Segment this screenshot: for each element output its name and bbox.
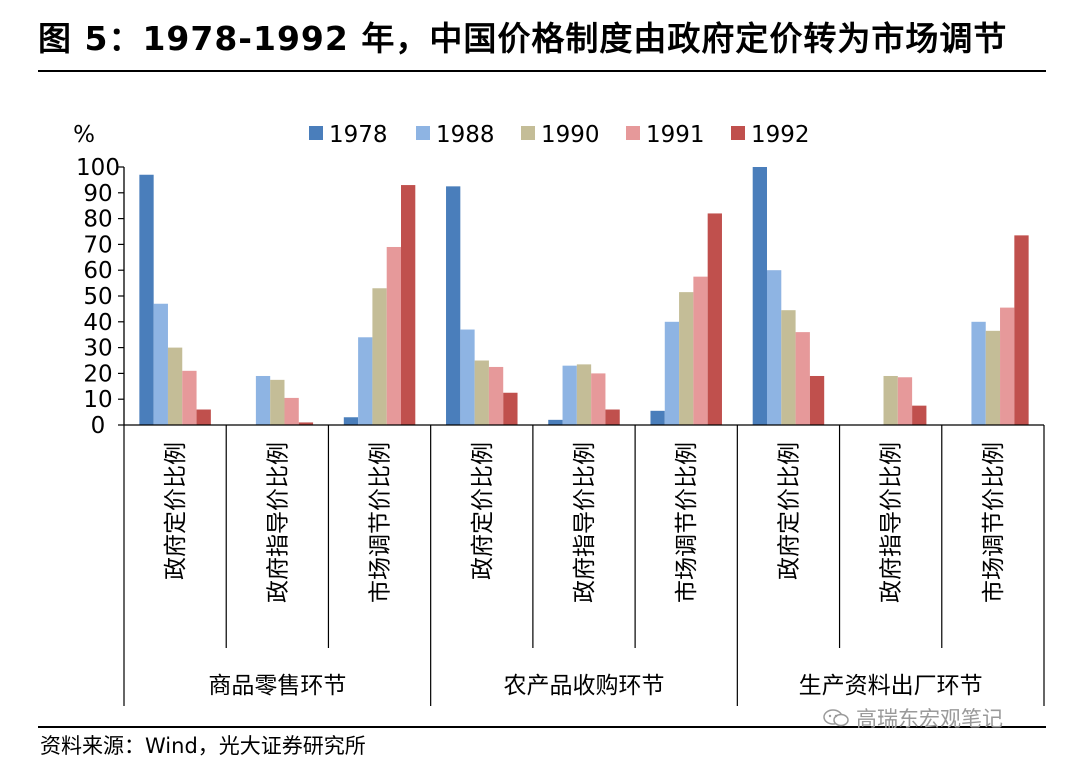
bar-1988 [358, 337, 373, 425]
bar-1992 [503, 392, 518, 425]
legend-swatch-1990 [521, 126, 535, 140]
bar-1992 [298, 422, 314, 425]
bar-1988 [153, 303, 168, 425]
category-label: 政府定价比例 [163, 442, 189, 580]
bar-1991 [795, 332, 810, 425]
bar-1990 [372, 288, 387, 425]
bar-1978 [548, 419, 563, 425]
title-rule [38, 70, 1046, 72]
bar-1992 [401, 185, 416, 425]
y-tick-label: 10 [83, 387, 112, 413]
watermark-text: 高瑞东宏观笔记 [856, 707, 1003, 731]
y-axis-label: % [73, 122, 95, 148]
x-axis: 政府定价比例 政府指导价比例 市场调节价比例 政府定价比例 政府指导价比例 市场调节价比例… [123, 424, 1045, 706]
category-label: 市场调节价比例 [981, 442, 1007, 603]
bar-1991 [591, 373, 606, 425]
bar-1988 [562, 365, 577, 425]
y-tick-label: 30 [83, 336, 112, 362]
bar-1988 [971, 321, 986, 425]
bar-1992 [707, 213, 722, 425]
bar-1988 [255, 375, 271, 425]
category-label: 政府定价比例 [470, 442, 496, 580]
y-tick-label: 90 [83, 181, 112, 207]
bar-1988 [460, 329, 475, 425]
bar-1988 [664, 321, 680, 425]
bar-1990 [474, 360, 489, 425]
y-tick-label: 40 [83, 310, 112, 336]
bar-1990 [167, 347, 183, 425]
bar-1991 [386, 246, 402, 425]
y-tick-label: 60 [83, 258, 112, 284]
category-label: 市场调节价比例 [368, 442, 394, 603]
figure-title: 图 5：1978-1992 年，中国价格制度由政府定价转为市场调节 [38, 19, 1008, 58]
group-label: 商品零售环节 [208, 673, 346, 699]
legend-label-1978: 1978 [329, 122, 388, 148]
bar-1990 [781, 310, 796, 425]
bars [139, 167, 1029, 425]
y-tick-label: 70 [83, 232, 112, 258]
category-label: 政府指导价比例 [879, 442, 905, 603]
legend-label-1988: 1988 [436, 122, 495, 148]
bar-1988 [766, 270, 782, 425]
watermark: 高瑞东宏观笔记 [822, 703, 1003, 733]
y-tick-label: 0 [91, 413, 106, 439]
legend-label-1992: 1992 [751, 122, 810, 148]
bar-1990 [576, 364, 592, 425]
source-note: 资料来源：Wind，光大证券研究所 [40, 734, 366, 758]
legend-swatch-1992 [731, 126, 745, 140]
bar-1991 [284, 397, 299, 425]
bar-1990 [270, 379, 285, 425]
group-label: 农产品收购环节 [504, 673, 665, 699]
category-label: 政府定价比例 [776, 442, 802, 580]
bar-1992 [196, 409, 211, 425]
category-label: 政府指导价比例 [265, 442, 291, 603]
bar-1991 [693, 276, 708, 425]
legend-swatch-1978 [309, 126, 323, 140]
bar-1991 [182, 370, 197, 425]
y-tick-label: 50 [83, 284, 112, 310]
group-label: 生产资料出厂环节 [799, 673, 983, 699]
legend-label-1990: 1990 [541, 122, 600, 148]
bar-1978 [650, 410, 665, 425]
bar-1991 [488, 366, 504, 425]
bar-1992 [1014, 235, 1029, 425]
bar-1990 [985, 330, 1001, 425]
bar-1990 [883, 375, 898, 425]
y-tick-label: 80 [83, 207, 112, 233]
bar-1978 [446, 186, 461, 425]
bar-1978 [752, 167, 767, 425]
category-label: 政府指导价比例 [572, 442, 598, 603]
bar-1992 [605, 409, 620, 425]
legend: 1978 1988 1990 1991 1992 [309, 122, 810, 148]
legend-swatch-1991 [626, 126, 640, 140]
bar-1990 [679, 292, 694, 425]
bar-1978 [343, 417, 359, 425]
bar-1991 [897, 377, 913, 425]
bar-1978 [139, 174, 154, 425]
wechat-icon [823, 709, 849, 727]
legend-swatch-1988 [416, 126, 430, 140]
y-tick-label: 20 [83, 361, 112, 387]
y-tick-label: 100 [76, 155, 120, 181]
legend-label-1991: 1991 [646, 122, 705, 148]
category-label: 市场调节价比例 [674, 442, 700, 603]
source-rule [38, 726, 1046, 728]
bar-1992 [809, 375, 825, 425]
bar-1991 [1000, 307, 1015, 425]
bar-1992 [912, 405, 927, 425]
